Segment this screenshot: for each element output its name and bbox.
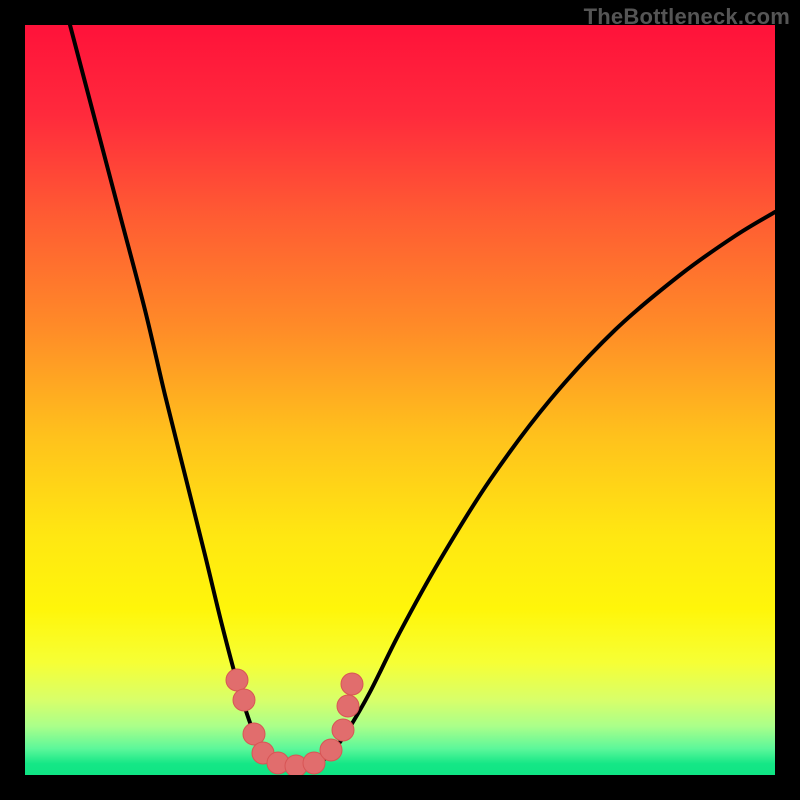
marker-dot xyxy=(341,673,363,695)
marker-dot xyxy=(233,689,255,711)
marker-dot xyxy=(332,719,354,741)
chart-svg xyxy=(0,0,800,800)
marker-dot xyxy=(226,669,248,691)
chart-canvas: TheBottleneck.com xyxy=(0,0,800,800)
watermark-text: TheBottleneck.com xyxy=(584,4,790,30)
marker-dot xyxy=(320,739,342,761)
gradient-plot-area xyxy=(25,25,775,775)
marker-dot xyxy=(337,695,359,717)
